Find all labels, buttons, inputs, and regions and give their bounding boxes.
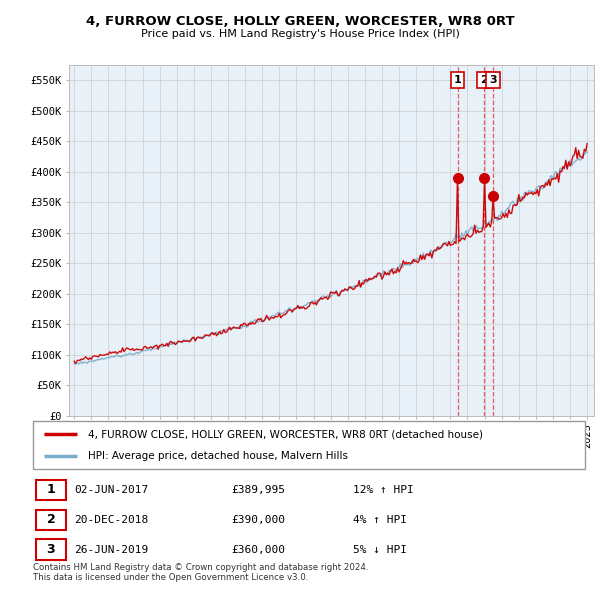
Text: £390,000: £390,000 xyxy=(232,515,286,525)
Text: £389,995: £389,995 xyxy=(232,485,286,495)
Text: HPI: Average price, detached house, Malvern Hills: HPI: Average price, detached house, Malv… xyxy=(88,451,348,461)
Text: 4, FURROW CLOSE, HOLLY GREEN, WORCESTER, WR8 0RT (detached house): 4, FURROW CLOSE, HOLLY GREEN, WORCESTER,… xyxy=(88,429,483,439)
Text: 3: 3 xyxy=(47,543,55,556)
Text: 02-JUN-2017: 02-JUN-2017 xyxy=(74,485,149,495)
FancyBboxPatch shape xyxy=(36,480,66,500)
Text: 3: 3 xyxy=(489,75,497,85)
Text: Price paid vs. HM Land Registry's House Price Index (HPI): Price paid vs. HM Land Registry's House … xyxy=(140,29,460,38)
Text: 4% ↑ HPI: 4% ↑ HPI xyxy=(353,515,407,525)
FancyBboxPatch shape xyxy=(36,539,66,560)
Text: 12% ↑ HPI: 12% ↑ HPI xyxy=(353,485,414,495)
Text: 20-DEC-2018: 20-DEC-2018 xyxy=(74,515,149,525)
Text: 2: 2 xyxy=(47,513,55,526)
Text: 5% ↓ HPI: 5% ↓ HPI xyxy=(353,545,407,555)
Text: 2: 2 xyxy=(480,75,488,85)
FancyBboxPatch shape xyxy=(33,421,585,469)
FancyBboxPatch shape xyxy=(36,510,66,530)
Text: 26-JUN-2019: 26-JUN-2019 xyxy=(74,545,149,555)
Text: Contains HM Land Registry data © Crown copyright and database right 2024.
This d: Contains HM Land Registry data © Crown c… xyxy=(33,563,368,582)
Text: 1: 1 xyxy=(47,483,55,496)
Text: 4, FURROW CLOSE, HOLLY GREEN, WORCESTER, WR8 0RT: 4, FURROW CLOSE, HOLLY GREEN, WORCESTER,… xyxy=(86,15,514,28)
Text: £360,000: £360,000 xyxy=(232,545,286,555)
Text: 1: 1 xyxy=(454,75,461,85)
